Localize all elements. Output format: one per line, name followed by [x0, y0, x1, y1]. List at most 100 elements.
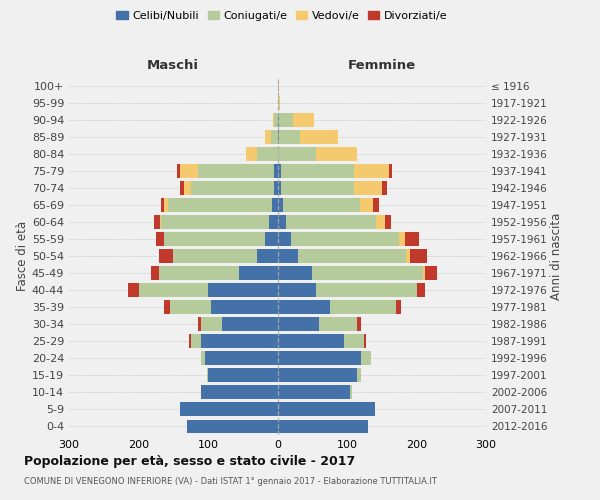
Bar [206, 368, 208, 382]
Bar [373, 198, 379, 212]
Bar [156, 232, 164, 246]
Text: Maschi: Maschi [147, 60, 199, 72]
Bar [277, 181, 281, 195]
Bar [197, 318, 201, 332]
Bar [222, 318, 277, 332]
Bar [277, 300, 329, 314]
Bar [173, 250, 257, 263]
Bar [316, 147, 358, 161]
Bar [128, 284, 139, 298]
Bar [184, 181, 191, 195]
Bar [180, 181, 184, 195]
Bar [191, 334, 201, 348]
Bar [425, 266, 437, 280]
Bar [265, 232, 277, 246]
Bar [277, 318, 319, 332]
Bar [293, 113, 314, 127]
Bar [211, 300, 277, 314]
Bar [354, 181, 382, 195]
Bar [329, 300, 395, 314]
Bar [359, 198, 373, 212]
Bar [151, 266, 160, 280]
Bar [424, 266, 425, 280]
Bar [160, 215, 161, 229]
Bar [201, 352, 205, 366]
Bar [286, 215, 376, 229]
Bar [395, 300, 401, 314]
Y-axis label: Fasce di età: Fasce di età [16, 221, 29, 292]
Bar [277, 368, 358, 382]
Bar [277, 130, 279, 144]
Bar [139, 284, 208, 298]
Bar [187, 420, 277, 434]
Bar [265, 130, 271, 144]
Bar [164, 198, 167, 212]
Bar [164, 300, 170, 314]
Bar [316, 284, 416, 298]
Bar [344, 334, 364, 348]
Bar [319, 318, 358, 332]
Bar [277, 334, 344, 348]
Bar [205, 352, 277, 366]
Bar [312, 266, 424, 280]
Bar [274, 164, 277, 178]
Bar [358, 368, 361, 382]
Bar [410, 250, 427, 263]
Bar [277, 420, 368, 434]
Bar [167, 198, 272, 212]
Bar [404, 232, 419, 246]
Bar [189, 334, 191, 348]
Text: Popolazione per età, sesso e stato civile - 2017: Popolazione per età, sesso e stato civil… [24, 455, 355, 468]
Bar [154, 215, 160, 229]
Bar [277, 79, 279, 93]
Bar [160, 266, 239, 280]
Bar [177, 164, 180, 178]
Bar [208, 368, 277, 382]
Bar [277, 250, 298, 263]
Bar [406, 250, 410, 263]
Bar [246, 147, 257, 161]
Bar [160, 250, 173, 263]
Bar [201, 386, 277, 400]
Bar [361, 352, 371, 366]
Bar [197, 164, 274, 178]
Bar [279, 96, 280, 110]
Bar [281, 181, 354, 195]
Bar [277, 113, 279, 127]
Bar [272, 198, 277, 212]
Bar [277, 232, 292, 246]
Bar [201, 318, 222, 332]
Bar [283, 198, 359, 212]
Bar [208, 284, 277, 298]
Bar [279, 113, 293, 127]
Bar [416, 284, 425, 298]
Bar [161, 215, 269, 229]
Bar [277, 96, 279, 110]
Bar [279, 130, 300, 144]
Bar [269, 215, 277, 229]
Bar [239, 266, 277, 280]
Bar [277, 402, 375, 416]
Bar [274, 113, 277, 127]
Bar [180, 164, 197, 178]
Text: COMUNE DI VENEGONO INFERIORE (VA) - Dati ISTAT 1° gennaio 2017 - Elaborazione TU: COMUNE DI VENEGONO INFERIORE (VA) - Dati… [24, 478, 437, 486]
Bar [271, 130, 277, 144]
Bar [298, 250, 406, 263]
Bar [164, 232, 265, 246]
Bar [350, 386, 352, 400]
Bar [358, 318, 361, 332]
Bar [292, 232, 399, 246]
Bar [277, 147, 316, 161]
Bar [277, 284, 316, 298]
Bar [274, 181, 277, 195]
Bar [277, 215, 286, 229]
Bar [385, 215, 391, 229]
Bar [257, 147, 277, 161]
Bar [161, 198, 164, 212]
Bar [277, 198, 283, 212]
Bar [277, 386, 350, 400]
Bar [257, 250, 277, 263]
Bar [277, 164, 281, 178]
Bar [399, 232, 404, 246]
Bar [180, 402, 277, 416]
